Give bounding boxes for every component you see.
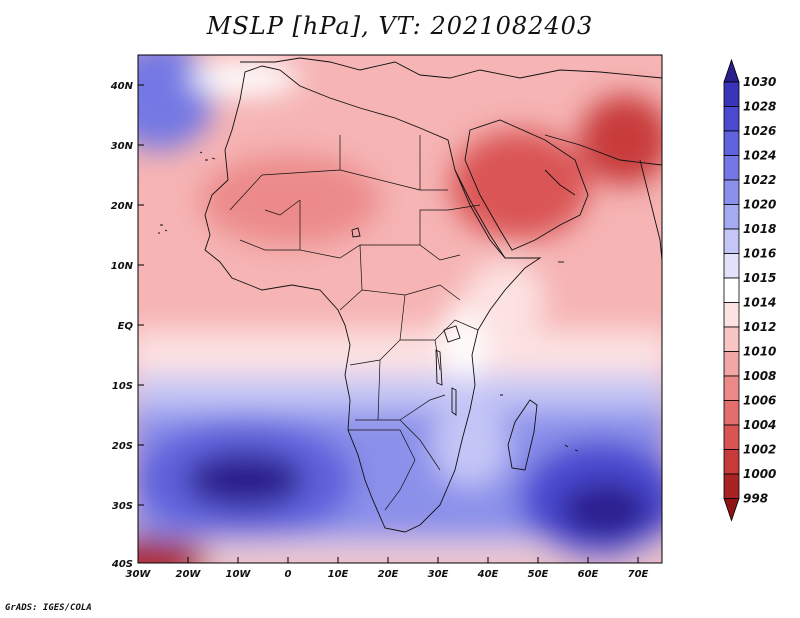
lat-label: 10S <box>112 381 133 392</box>
colorbar-label: 1026 <box>743 124 776 138</box>
lat-label: 40N <box>110 81 134 92</box>
africa-coastline <box>204 65 542 533</box>
lat-label: 30S <box>112 501 133 512</box>
colorbar-swatch <box>723 449 740 475</box>
plot-frame <box>137 54 663 564</box>
colorbar-swatch <box>723 351 740 377</box>
colorbar-label: 1006 <box>743 394 776 408</box>
field-saharan-low <box>200 155 380 245</box>
colorbar-swatch <box>723 130 740 156</box>
pressure-field <box>138 55 662 563</box>
gulf <box>544 169 576 196</box>
madagascar <box>507 399 538 471</box>
field-south-atlantic-high-core <box>185 452 305 508</box>
colorbar-swatch <box>723 106 740 132</box>
lake-tanganyika <box>435 349 443 386</box>
lat-label: 20N <box>111 201 134 212</box>
field-mozambique <box>432 403 508 487</box>
red-sea <box>454 169 506 259</box>
colorbar-swatch <box>723 155 740 181</box>
colorbar-swatch <box>723 302 740 328</box>
arabian-peninsula <box>464 119 589 251</box>
india-west-coast <box>639 159 662 261</box>
colorbar-label: 1000 <box>743 467 776 481</box>
lon-label: 30E <box>428 569 449 580</box>
colorbar-swatch <box>723 277 740 303</box>
lat-label: 40S <box>111 559 133 570</box>
colorbar-swatch <box>723 473 740 499</box>
colorbar-swatch <box>723 400 740 426</box>
colorbar-swatch <box>723 424 740 450</box>
colorbar-label: 1028 <box>743 100 776 114</box>
colorbar-label: 1018 <box>743 222 776 236</box>
lon-label: 60E <box>578 569 599 580</box>
colorbar-swatch <box>723 204 740 230</box>
longitude-labels: 30W 20W 10W 0 10E 20E 30E 40E 50E 60E 70… <box>126 569 649 580</box>
colorbar-label: 1014 <box>743 296 776 310</box>
grads-credit: GrADS: IGES/COLA <box>5 603 92 613</box>
comoros-mauritius <box>500 394 579 452</box>
field-band-high-south <box>138 375 662 415</box>
lake-chad <box>351 227 361 238</box>
colorbar-label: 1030 <box>743 75 776 89</box>
axis-ticks <box>137 84 639 564</box>
colorbar-swatch <box>723 253 740 279</box>
colorbar-label: 1016 <box>743 247 776 261</box>
colorbar-label: 1022 <box>743 173 776 187</box>
lon-label: 50E <box>528 569 549 580</box>
colorbar: 1030 1028 1026 1024 1022 1020 1018 1016 1015 1014… <box>723 58 776 522</box>
lat-label: 20S <box>112 441 133 452</box>
lon-label: 30W <box>126 569 152 580</box>
field-azores-high <box>138 55 215 150</box>
lon-label: 10E <box>328 569 349 580</box>
colorbar-bottom-arrow <box>723 498 740 522</box>
field-med-neutral <box>190 60 300 96</box>
colorbar-label: 1002 <box>743 443 776 457</box>
colorbar-swatch <box>723 228 740 254</box>
cape-verde <box>158 224 168 234</box>
colorbar-swatch <box>723 179 740 205</box>
colorbar-swatch <box>723 81 740 107</box>
field-iran-low <box>580 95 662 185</box>
lon-label: 20E <box>378 569 399 580</box>
colorbar-top-arrow <box>723 58 740 83</box>
colorbar-label: 1024 <box>743 149 776 163</box>
country-borders <box>229 135 481 511</box>
lon-label: 0 <box>285 569 292 580</box>
colorbar-label: 998 <box>743 492 768 506</box>
latitude-labels: 40N 30N 20N 10N EQ 10S 20S 30S 40S <box>110 81 134 570</box>
map-title: MSLP [hPa], VT: 2021082403 <box>206 12 594 40</box>
colorbar-label: 1020 <box>743 198 776 212</box>
lat-label: EQ <box>118 321 134 332</box>
lon-label: 40E <box>477 569 499 580</box>
colorbar-label: 1008 <box>743 369 776 383</box>
lon-label: 20W <box>176 569 202 580</box>
colorbar-label: 1012 <box>743 320 776 334</box>
field-band-south-edge <box>138 540 662 563</box>
field-southern-ocean-low <box>138 538 210 563</box>
lake-malawi <box>451 387 457 416</box>
field-arabian-low <box>450 130 590 240</box>
colorbar-label: 1015 <box>743 271 776 285</box>
lake-victoria <box>443 325 461 343</box>
lon-label: 10W <box>226 569 252 580</box>
field-somali-neutral <box>465 260 545 340</box>
coastlines <box>158 57 662 533</box>
colorbar-label: 1010 <box>743 345 776 359</box>
colorbar-swatch <box>723 326 740 352</box>
colorbar-label: 1004 <box>743 418 776 432</box>
canary-islands <box>199 151 216 161</box>
lon-label: 70E <box>628 569 649 580</box>
europe-coast <box>240 57 662 79</box>
colorbar-swatch <box>723 375 740 401</box>
lat-label: 30N <box>111 141 134 152</box>
field-mascarene-high-core <box>560 482 650 538</box>
lat-label: 10N <box>111 261 134 272</box>
